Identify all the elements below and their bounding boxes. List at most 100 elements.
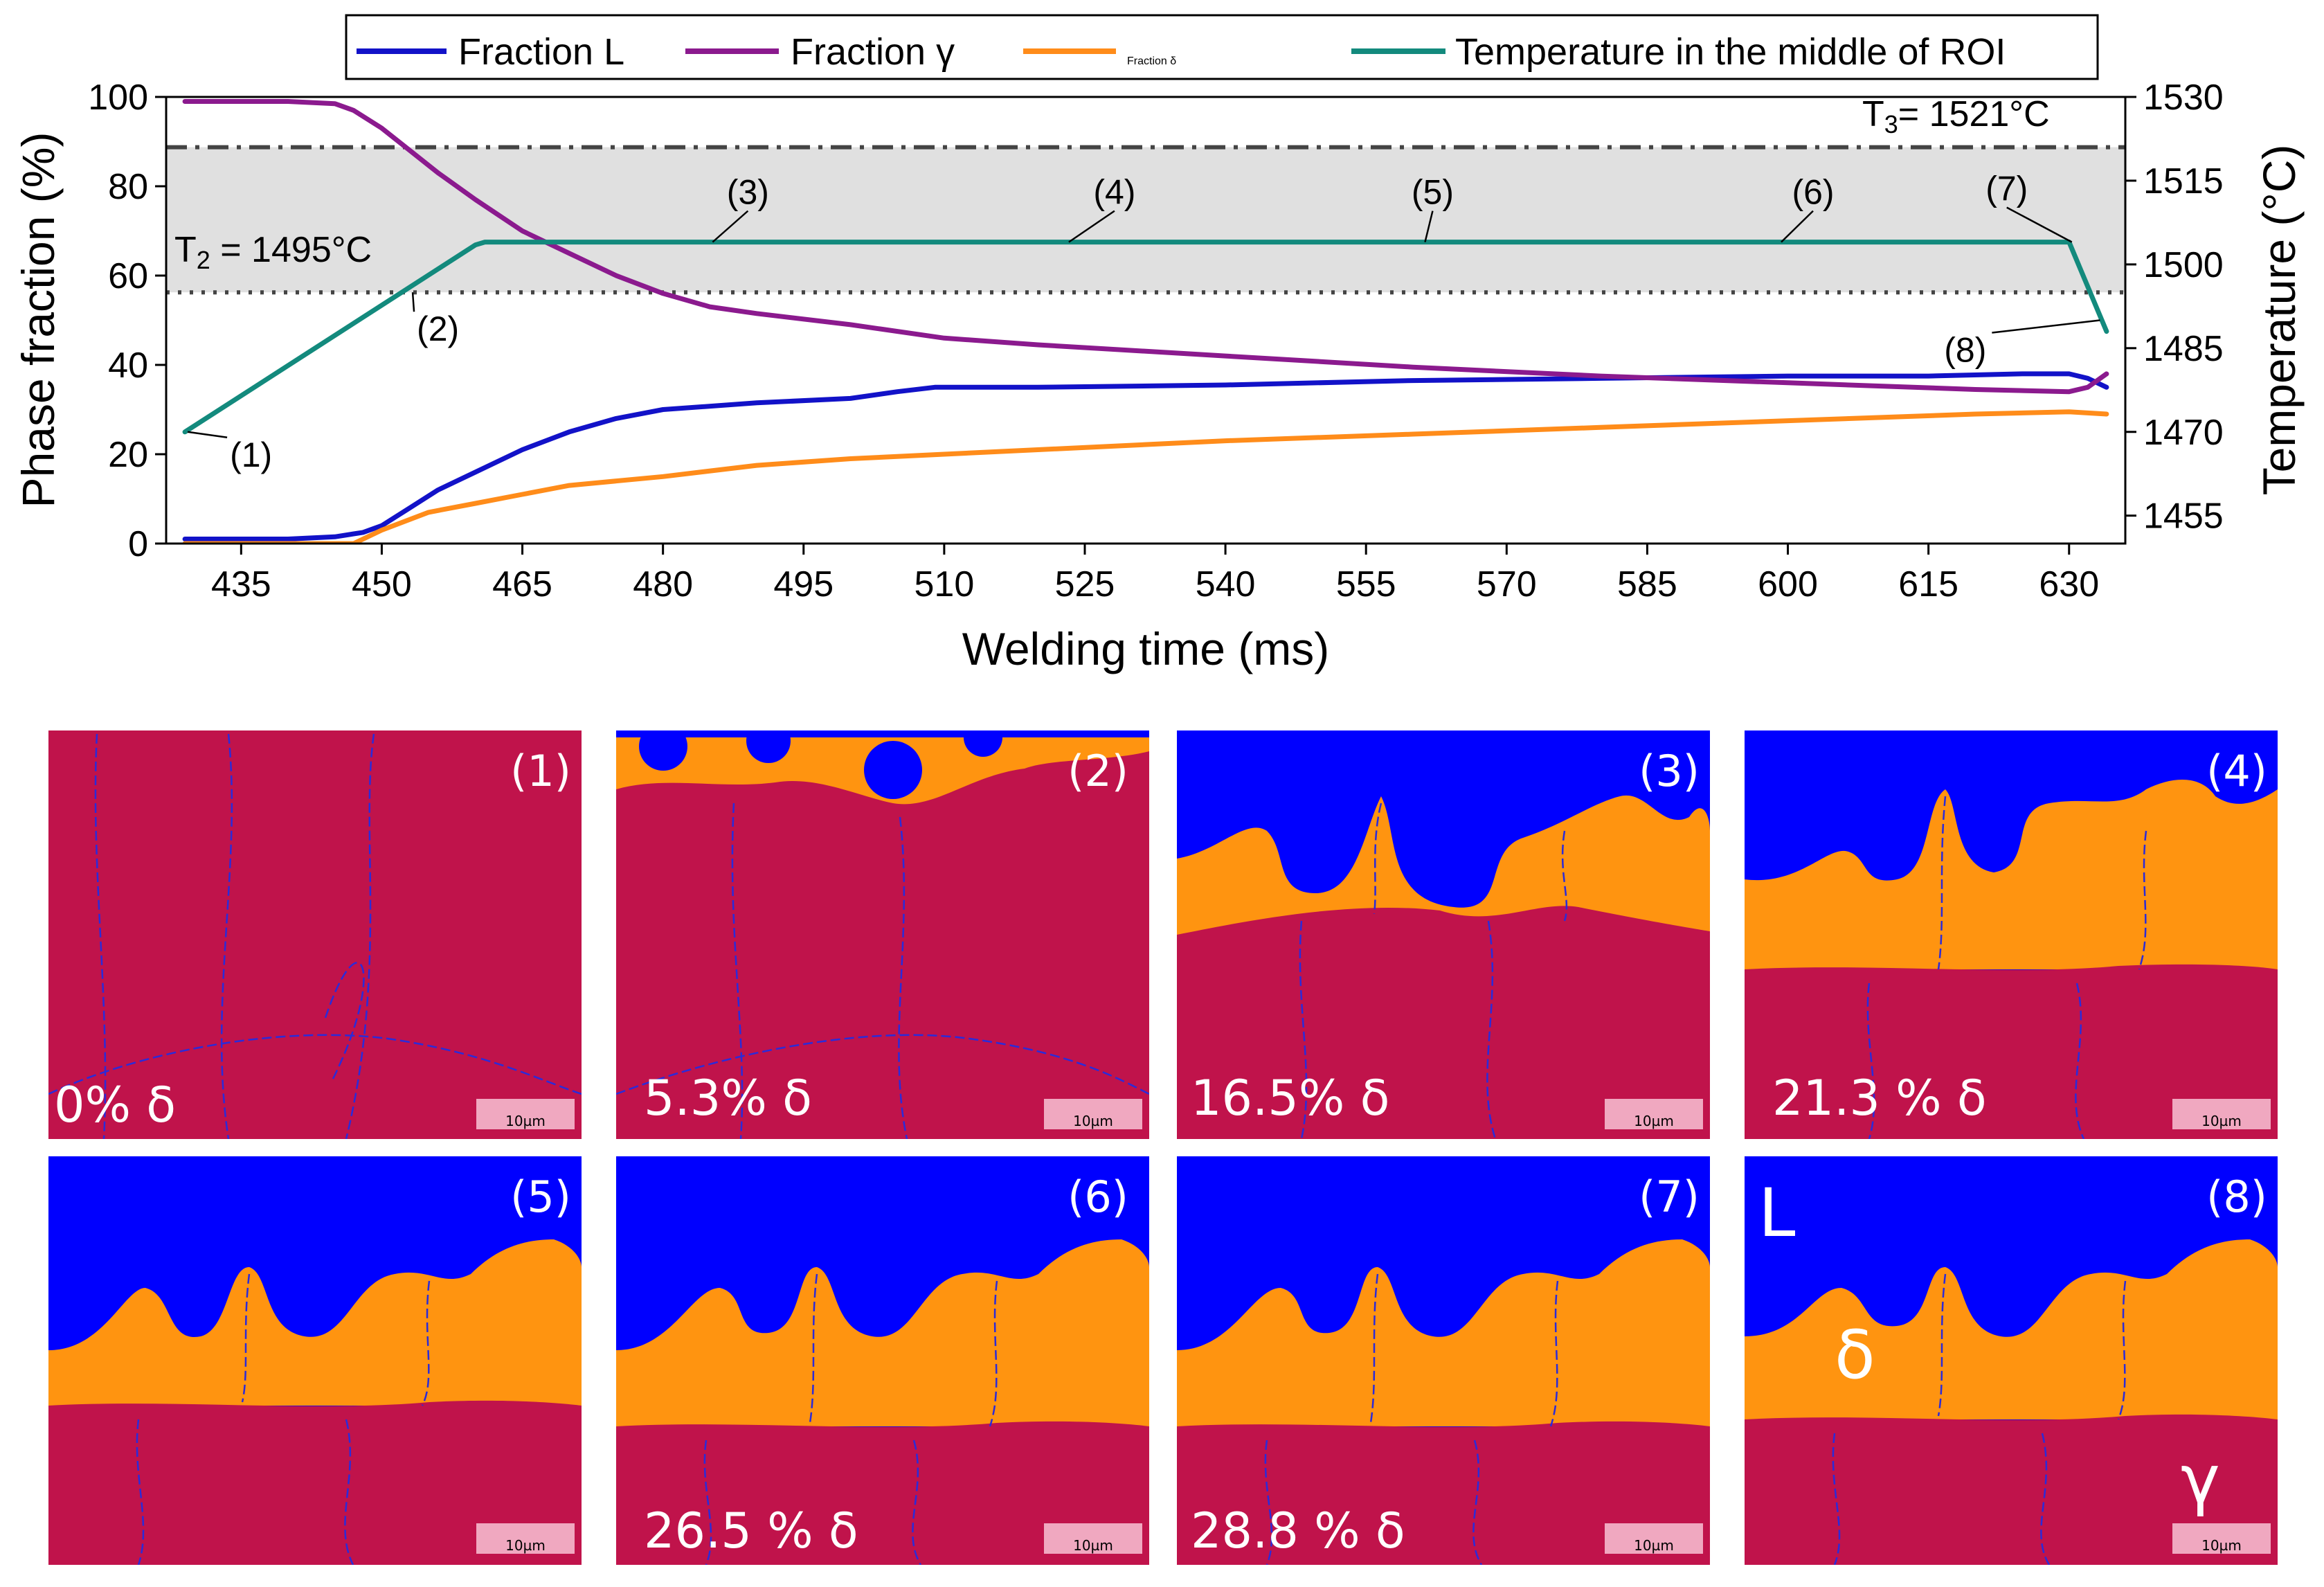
micrograph-3-number: (3) (1639, 746, 1700, 796)
y-tick-label: 40 (108, 346, 148, 386)
callout-leader (411, 292, 415, 312)
micrograph-8: (8) L δ γ 10µm (1745, 1156, 2278, 1565)
y2-tick-label: 1470 (2143, 413, 2224, 453)
x-tick-label: 480 (633, 564, 693, 604)
callout-leader (1068, 210, 1115, 243)
micrograph-7-delta-label: 28.8 % δ (1191, 1503, 1405, 1559)
micrograph-7-scalebar (1605, 1523, 1703, 1554)
micrograph-8-number: (8) (2206, 1172, 2267, 1222)
micrograph-2: (2) 5.3% δ 10µm (616, 730, 1149, 1139)
y2-tick-label: 1530 (2143, 78, 2224, 118)
callout-label: (1) (230, 436, 272, 474)
t2-label: T2 = 1495°C (174, 230, 372, 274)
callout-leader (187, 431, 228, 438)
micrograph-3-scalebar-label: 10µm (1634, 1113, 1674, 1129)
micrograph-3: (3) 16.5% δ 10µm (1177, 730, 1710, 1139)
micrograph-4-scalebar (2172, 1099, 2271, 1129)
micrograph-7: (7) 28.8 % δ 10µm (1177, 1156, 1710, 1565)
y-tick-label: 20 (108, 435, 148, 475)
legend-box (345, 14, 2099, 80)
micrograph-1: (1) 0% δ 10µm (48, 730, 582, 1139)
micrograph-4: (4) 21.3 % δ 10µm (1745, 730, 2278, 1139)
micrograph-7-number: (7) (1639, 1172, 1700, 1222)
micrograph-3-delta-label: 16.5% δ (1191, 1070, 1389, 1127)
plot-frame (165, 96, 2127, 545)
x-tick-label: 465 (492, 564, 552, 604)
micrograph-6: (6) 26.5 % δ 10µm (616, 1156, 1149, 1565)
micrograph-2-delta-label: 5.3% δ (644, 1070, 812, 1127)
x-tick-label: 450 (352, 564, 412, 604)
x-tick-label: 555 (1336, 564, 1396, 604)
x-tick-label: 540 (1196, 564, 1256, 604)
x-tick-label: 600 (1758, 564, 1818, 604)
micrograph-7-scalebar-label: 10µm (1634, 1537, 1674, 1554)
micrograph-3-scalebar (1605, 1099, 1703, 1129)
micrograph-6-scalebar (1044, 1523, 1142, 1554)
callout-leader (712, 210, 749, 243)
y2-tick-label: 1500 (2143, 245, 2224, 285)
micrograph-2-number: (2) (1068, 746, 1128, 796)
series-line-temperature (182, 240, 2109, 435)
callout-label: (4) (1093, 173, 1135, 212)
micrograph-2-scalebar-label: 10µm (1073, 1113, 1113, 1129)
callout-label: (5) (1412, 173, 1454, 212)
y-axis-title: Phase fraction (%) (12, 132, 64, 508)
micrograph-2-scalebar (1044, 1099, 1142, 1129)
micrograph-1-background (48, 730, 582, 1139)
x-tick-label: 615 (1898, 564, 1958, 604)
x-tick-label: 495 (773, 564, 834, 604)
micrograph-8-label-gamma: γ (2181, 1441, 2220, 1518)
micrograph-8-label-liquid: L (1758, 1174, 1795, 1252)
micrograph-4-number: (4) (2206, 746, 2267, 796)
y2-tick-label: 1485 (2143, 329, 2224, 369)
legend: Fraction L Fraction γ Fraction δ Tempera… (345, 14, 2099, 80)
y-tick-label: 60 (108, 256, 148, 296)
micrograph-5: (5) 10µm (48, 1156, 582, 1565)
x-tick-label: 570 (1477, 564, 1537, 604)
micrograph-8-scalebar-label: 10µm (2201, 1537, 2242, 1554)
y-tick-label: 100 (88, 78, 148, 118)
callout-label: (2) (417, 310, 459, 348)
micrograph-6-scalebar-label: 10µm (1073, 1537, 1113, 1554)
legend-label-fraction-delta: Fraction δ (1127, 55, 1176, 67)
micrograph-6-number: (6) (1068, 1172, 1128, 1222)
t3-label: T3= 1521°C (1862, 94, 2050, 138)
x-tick-label: 435 (211, 564, 271, 604)
legend-label-temperature: Temperature in the middle of ROI (1455, 31, 2006, 73)
micrograph-5-scalebar-label: 10µm (505, 1537, 546, 1554)
y2-tick-label: 1515 (2143, 161, 2224, 201)
micrograph-1-number: (1) (510, 746, 571, 796)
legend-label-fraction-gamma: Fraction γ (791, 31, 955, 73)
series-line-fraction-gamma (182, 99, 2109, 395)
x-tick-label: 510 (914, 564, 974, 604)
micrograph-5-number: (5) (510, 1172, 571, 1222)
y-tick-label: 80 (108, 167, 148, 207)
callout-label: (7) (1985, 170, 2028, 208)
callout-leader (2006, 206, 2073, 243)
micrograph-4-delta-label: 21.3 % δ (1772, 1070, 1987, 1127)
series-line-fraction-delta (182, 409, 2109, 544)
x-tick-label: 630 (2039, 564, 2099, 604)
callout-leader (1781, 210, 1814, 243)
y-tick-label: 0 (128, 524, 148, 564)
micrograph-1-delta-label: 0% δ (54, 1077, 176, 1133)
x-axis-title: Welding time (ms) (962, 623, 1330, 674)
callout-leader (1424, 210, 1434, 242)
series-line-fraction-l (182, 371, 2109, 541)
micrograph-8-scalebar (2172, 1523, 2271, 1554)
phase-fraction-chart: (1) (2) (3) (4) (5) (6) (7) (8) 435 450 465 480 495… (12, 78, 2305, 674)
temperature-band (166, 147, 2125, 293)
micrograph-4-scalebar-label: 10µm (2201, 1113, 2242, 1129)
callout-label: (6) (1792, 173, 1834, 212)
x-tick-label: 525 (1055, 564, 1115, 604)
x-tick-label: 585 (1617, 564, 1677, 604)
legend-label-fraction-l: Fraction L (458, 31, 624, 73)
micrograph-8-label-delta: δ (1835, 1316, 1875, 1394)
y2-axis-title: Temperature (°C) (2253, 145, 2305, 496)
y2-tick-label: 1455 (2143, 496, 2224, 537)
micrograph-6-delta-label: 26.5 % δ (644, 1503, 858, 1559)
micrograph-grid: (1) 0% δ 10µm (2) 5.3% δ (48, 730, 2278, 1565)
callout-label: (8) (1944, 331, 1986, 370)
callout-label: (3) (727, 173, 769, 212)
